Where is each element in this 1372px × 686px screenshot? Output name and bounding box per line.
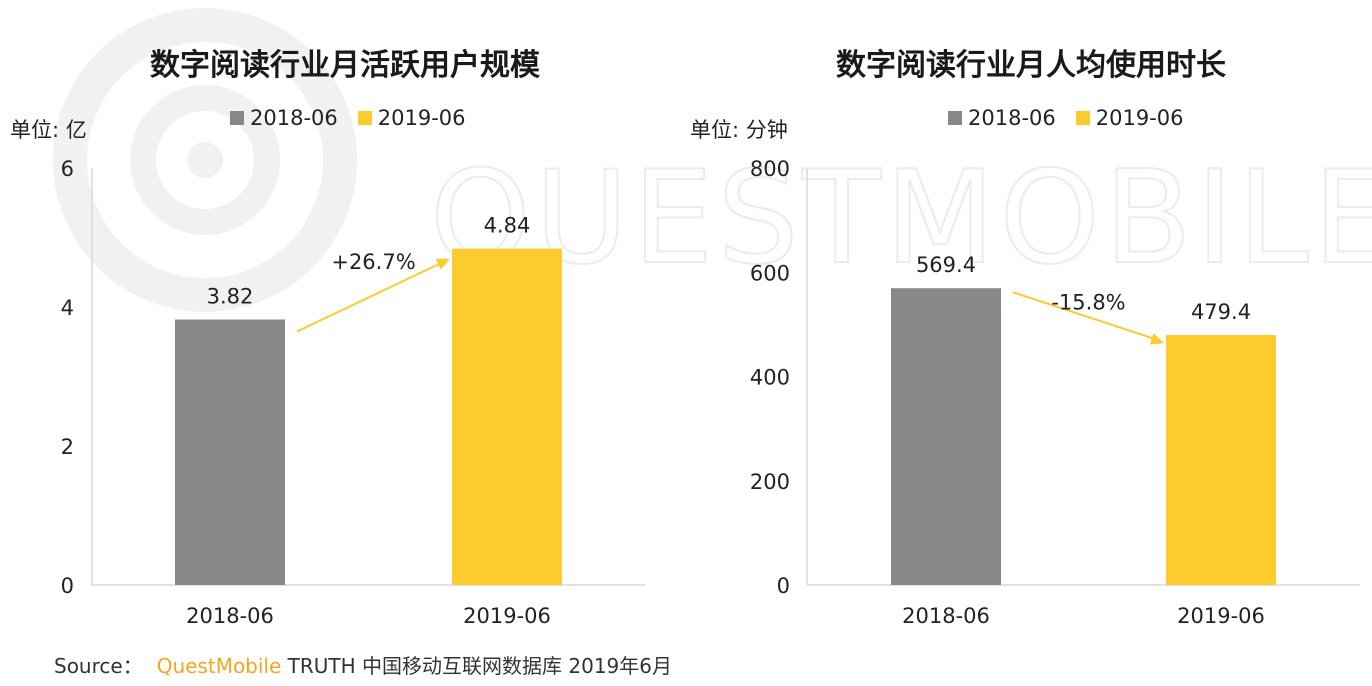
legend-swatch-2018	[230, 111, 244, 125]
legend-label: 2018-06	[968, 106, 1056, 130]
data-label: 4.84	[484, 214, 531, 238]
legend-item-2018: 2018-06	[948, 106, 1056, 130]
bar-chart-usage-time: 0 200 400 600 800 569.4 2018-06 479.4 2019-06 -15…	[750, 157, 1360, 628]
change-label: +26.7%	[331, 250, 415, 274]
y-tick-label: 4	[61, 296, 74, 320]
data-label: 479.4	[1191, 300, 1251, 324]
y-tick-label: 2	[61, 435, 74, 459]
x-tick-label: 2018-06	[186, 604, 274, 628]
chart-panel-usage-time: 数字阅读行业月人均使用时长 单位: 分钟 2018-06 2019-06 0 20…	[690, 0, 1372, 640]
y-tick-label: 600	[750, 261, 790, 285]
chart-panel-mau: 数字阅读行业月活跃用户规模 单位: 亿 2018-06 2019-06 0 2 4 6…	[0, 0, 690, 640]
unit-label: 单位: 亿	[10, 118, 87, 142]
legend: 2018-06 2019-06	[230, 106, 466, 130]
bar-2019-06	[1166, 335, 1276, 585]
source-prefix: Source：	[54, 654, 143, 678]
legend-swatch-2019	[357, 111, 372, 125]
legend-item-2018: 2018-06	[230, 106, 338, 130]
legend: 2018-06 2019-06	[948, 106, 1184, 130]
y-tick-label: 0	[61, 574, 74, 598]
chart-title: 数字阅读行业月人均使用时长	[836, 48, 1226, 83]
change-arrow-line	[296, 260, 445, 333]
y-tick-label: 0	[777, 574, 790, 598]
change-label: -15.8%	[1051, 291, 1125, 315]
bar-2018-06	[891, 288, 1001, 585]
chart-title: 数字阅读行业月活跃用户规模	[150, 48, 540, 83]
legend-item-2019: 2019-06	[357, 106, 466, 130]
y-tick-label: 200	[750, 470, 790, 494]
source-note: Source： QuestMobile TRUTH 中国移动互联网数据库 2019…	[54, 650, 672, 679]
bar-chart-mau: 0 2 4 6 3.82 2018-06 4.84 2019-06 +26.7%	[61, 157, 645, 628]
data-label: 569.4	[916, 253, 976, 277]
legend-swatch-2018	[948, 111, 962, 125]
legend-label: 2019-06	[377, 106, 466, 130]
x-tick-label: 2018-06	[902, 604, 990, 628]
data-label: 3.82	[207, 285, 254, 309]
source-text: TRUTH 中国移动互联网数据库 2019年6月	[287, 654, 673, 678]
legend-label: 2018-06	[250, 106, 338, 130]
unit-label: 单位: 分钟	[690, 118, 788, 142]
bar-2018-06	[175, 319, 285, 585]
change-arrowhead-icon	[1149, 333, 1164, 345]
y-tick-label: 800	[750, 157, 790, 181]
legend-item-2019: 2019-06	[1075, 106, 1184, 130]
y-tick-label: 400	[750, 366, 790, 390]
bar-2019-06	[452, 248, 562, 585]
legend-swatch-2019	[1075, 111, 1090, 125]
change-arrowhead-icon	[435, 258, 450, 270]
source-brand: QuestMobile	[156, 654, 282, 678]
change-arrow-line	[1012, 291, 1159, 342]
x-tick-label: 2019-06	[1177, 604, 1265, 628]
legend-label: 2019-06	[1095, 106, 1184, 130]
y-tick-label: 6	[61, 157, 74, 181]
x-tick-label: 2019-06	[463, 604, 551, 628]
